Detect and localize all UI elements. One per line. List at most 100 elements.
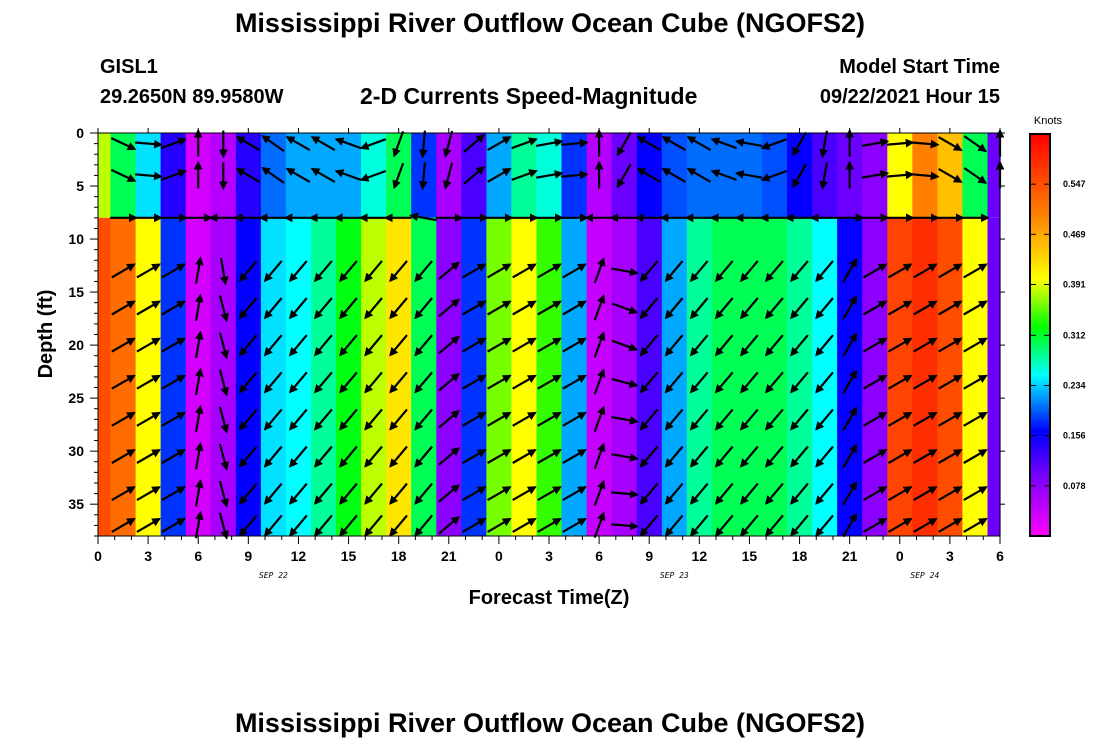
current-arrow [218, 512, 230, 540]
current-arrow [111, 449, 136, 464]
current-arrow [111, 517, 136, 533]
current-arrow [689, 514, 709, 537]
current-arrow [861, 138, 890, 147]
current-arrow [111, 411, 136, 427]
heatmap-cell [686, 217, 713, 537]
current-arrow [689, 334, 709, 357]
current-arrow [238, 408, 258, 431]
current-arrow [218, 443, 230, 471]
current-arrow [110, 168, 137, 182]
station-id: GISL1 [100, 56, 158, 78]
current-arrow [238, 371, 258, 394]
heatmap-cell [361, 217, 387, 537]
colorbar-tick-label: 0.156 [1063, 431, 1086, 441]
current-arrow [111, 263, 136, 279]
y-axis-title: Depth (ft) [35, 290, 57, 379]
current-arrow [487, 167, 512, 183]
heatmap-cell [436, 217, 462, 537]
current-arrow [487, 337, 512, 353]
heatmap-cell [736, 217, 763, 537]
x-tick-label: 0 [896, 548, 904, 564]
current-arrow [161, 411, 186, 427]
current-arrow [487, 374, 512, 390]
current-arrow [537, 374, 562, 390]
current-arrow [512, 374, 537, 390]
current-arrow [938, 136, 963, 152]
current-arrow [462, 263, 487, 279]
current-arrow [815, 297, 834, 320]
current-arrow [285, 167, 311, 183]
current-arrow [288, 334, 308, 357]
current-arrow [636, 167, 662, 183]
current-arrow [288, 371, 308, 394]
current-arrow [334, 169, 362, 181]
current-arrow [963, 486, 988, 502]
current-arrow [418, 162, 428, 191]
current-arrow [689, 482, 709, 505]
current-arrow [313, 297, 333, 320]
current-arrow [288, 482, 308, 505]
current-arrow [661, 167, 687, 183]
heatmap-cell [711, 217, 738, 537]
current-arrow [537, 517, 562, 533]
current-arrow [136, 517, 161, 533]
current-arrow [334, 137, 362, 150]
x-tick-label: 3 [144, 548, 152, 564]
x-tick-label: 6 [996, 548, 1004, 564]
current-arrow [764, 408, 784, 431]
current-arrow [686, 136, 712, 152]
x-tick-label: 3 [946, 548, 954, 564]
current-arrow [238, 297, 258, 320]
current-arrow [359, 169, 387, 182]
current-arrow [913, 517, 938, 533]
current-arrow [611, 377, 639, 389]
current-arrow [593, 368, 606, 395]
current-arrow [161, 486, 186, 502]
current-arrow [842, 332, 858, 357]
heatmap-cell [411, 217, 437, 537]
current-arrow [639, 482, 659, 505]
current-arrow [562, 337, 587, 353]
heatmap-cell [586, 217, 613, 537]
current-arrow [313, 514, 333, 537]
current-arrow [339, 371, 358, 394]
current-arrow [611, 521, 639, 531]
current-arrow [135, 139, 163, 149]
current-arrow [911, 171, 940, 181]
current-arrow [310, 136, 336, 152]
current-arrow [487, 300, 512, 316]
current-arrow [593, 511, 606, 538]
current-arrow [414, 260, 433, 283]
current-arrow [739, 408, 759, 431]
current-arrow [819, 162, 828, 190]
current-arrow [392, 162, 405, 190]
current-arrow [339, 297, 358, 320]
current-arrow [714, 297, 734, 320]
current-arrow [161, 374, 186, 390]
current-arrow [887, 374, 913, 390]
current-arrow [389, 334, 408, 357]
current-arrow [364, 514, 383, 537]
current-arrow [887, 411, 913, 427]
current-arrow [409, 212, 437, 222]
current-arrow [389, 445, 408, 468]
current-arrow [442, 130, 454, 158]
current-arrow [263, 408, 283, 431]
current-arrow [739, 445, 759, 468]
current-arrow [938, 486, 963, 502]
current-arrow [639, 408, 659, 431]
current-arrow [963, 374, 988, 390]
heatmap-cell [762, 217, 788, 537]
current-arrow [512, 411, 537, 427]
current-arrow [938, 167, 963, 183]
current-arrow [161, 263, 186, 279]
current-arrow [739, 482, 759, 505]
date-label: SEP 23 [660, 571, 689, 580]
current-arrow [562, 517, 587, 533]
current-arrow [160, 169, 188, 181]
current-arrow [689, 297, 709, 320]
current-arrow [815, 445, 834, 468]
current-arrow [714, 260, 734, 283]
y-tick-label: 35 [68, 496, 84, 512]
current-arrow [562, 374, 587, 390]
